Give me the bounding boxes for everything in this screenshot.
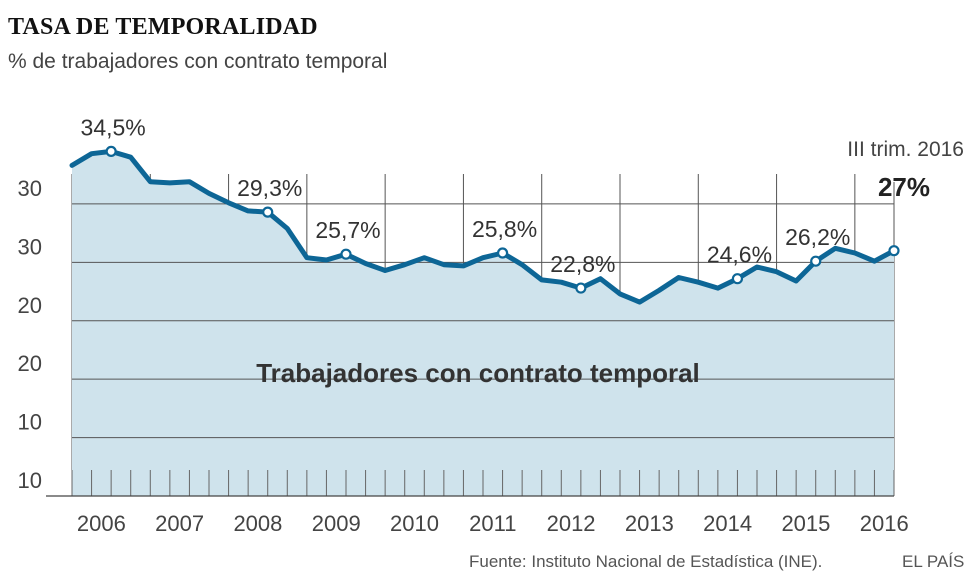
- x-tick-label: 2015: [781, 511, 830, 536]
- x-tick-label: 2011: [469, 511, 516, 536]
- y-tick-label: 20: [18, 293, 42, 318]
- y-tick-label: 10: [18, 410, 42, 435]
- data-point-marker: [340, 248, 352, 260]
- data-value-label: 29,3%: [237, 175, 302, 201]
- data-point-marker: [496, 247, 509, 259]
- series-line: [69, 148, 897, 305]
- chart-subtitle: % de trabajadores con contrato temporal: [8, 50, 388, 73]
- x-tick-label: 2008: [233, 511, 282, 536]
- data-value-label: 24,6%: [707, 242, 772, 268]
- data-point-marker: [888, 245, 900, 257]
- y-tick-label: 10: [18, 468, 42, 493]
- series-label: Trabajadores con contrato temporal: [256, 358, 700, 388]
- y-tick-label: 30: [18, 176, 42, 201]
- period-label: III trim. 2016: [847, 138, 964, 161]
- y-tick-label: 20: [18, 351, 42, 376]
- data-point-marker: [262, 206, 274, 218]
- x-tick-label: 2010: [390, 511, 439, 536]
- brand-credit: EL PAÍS: [902, 552, 965, 571]
- data-value-label: 34,5%: [81, 114, 146, 140]
- data-point-marker: [105, 145, 117, 157]
- annotation-markers: [105, 145, 900, 294]
- chart-title: TASA DE TEMPORALIDAD: [8, 14, 318, 40]
- x-tick-label: 2009: [312, 511, 361, 536]
- data-value-label: 25,7%: [315, 217, 380, 243]
- source-note: Fuente: Instituto Nacional de Estadístic…: [469, 552, 823, 571]
- quarter-ticks: [71, 470, 895, 496]
- x-tick-label: 2012: [547, 511, 596, 536]
- x-tick-label: 2006: [77, 511, 126, 536]
- annotation-labels: 34,5% 29,3% 25,7% 25,8% 22,8% 24,6% 26,2%: [81, 114, 851, 277]
- data-point-marker: [810, 255, 822, 267]
- data-value-label: 22,8%: [550, 251, 615, 277]
- data-value-label: 26,2%: [785, 224, 850, 250]
- x-tick-label: 2014: [703, 511, 752, 536]
- data-point-marker: [731, 273, 744, 285]
- x-tick-label: 2016: [860, 511, 909, 536]
- x-tick-label: 2013: [625, 511, 674, 536]
- y-tick-label: 30: [18, 234, 42, 259]
- data-point-marker: [575, 282, 587, 294]
- series-area: [72, 151, 894, 496]
- y-axis-ticks: 30 30 20 20 10 10: [18, 176, 42, 493]
- x-tick-label: 2007: [155, 511, 204, 536]
- data-value-label: 25,8%: [472, 216, 537, 242]
- last-value-label: 27%: [878, 172, 930, 202]
- x-axis-ticks: 2006 2007 2008 2009 2010 2011 2012 2013 2014 2015…: [77, 511, 909, 536]
